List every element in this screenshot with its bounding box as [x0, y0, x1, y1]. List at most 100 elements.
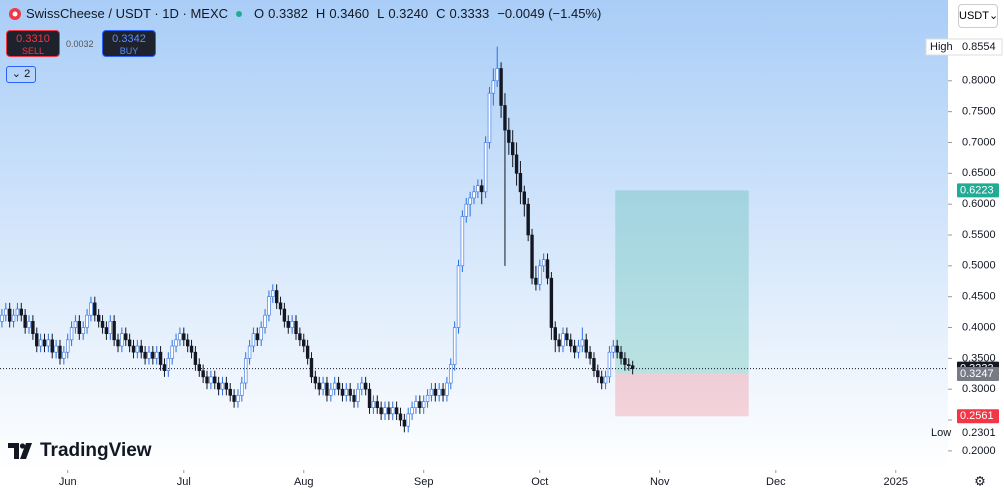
candle-body: [526, 203, 530, 236]
high-label: H: [315, 6, 326, 21]
candle-body: [418, 401, 422, 409]
high-box: [925, 38, 1003, 56]
price-tick-label: 0.5000: [962, 260, 996, 272]
candle-body: [383, 407, 387, 415]
candle-body: [151, 351, 155, 359]
candle-body: [120, 333, 124, 347]
candle-body: [286, 321, 290, 328]
price-tick-label: 0.4000: [962, 321, 996, 333]
candle-body: [35, 333, 39, 347]
stop-label: 0.2561: [960, 410, 994, 422]
candle-body: [50, 339, 54, 353]
candle-body: [305, 345, 310, 359]
candle-body: [487, 92, 492, 143]
candle-body: [213, 376, 217, 384]
candle-body: [325, 382, 329, 396]
candle-body: [108, 321, 112, 334]
candle-body: [541, 259, 546, 267]
currency-select[interactable]: USDT⌄: [958, 4, 998, 28]
status-dot: [236, 10, 243, 17]
brand-logo: [8, 443, 32, 459]
indicator-count: 2: [24, 68, 31, 80]
candle-body: [282, 308, 287, 322]
candle-body: [584, 339, 588, 353]
candle-body: [499, 68, 503, 106]
candle-body: [170, 345, 174, 359]
candle-body: [406, 413, 410, 427]
candle-body: [611, 345, 615, 353]
candle-body: [503, 105, 507, 131]
candle-body: [93, 302, 97, 316]
candle-body: [344, 388, 349, 396]
buy-button[interactable]: 0.3342 BUY: [102, 30, 156, 57]
candle-body: [4, 308, 8, 316]
time-tick-label: Jun: [59, 476, 77, 488]
sell-button[interactable]: 0.3310 SELL: [6, 30, 60, 57]
candle-body: [81, 327, 85, 334]
candle-body: [534, 277, 538, 285]
candle-body: [549, 277, 554, 328]
candle-body: [19, 308, 23, 316]
candle-body: [0, 314, 4, 322]
candle-body: [576, 345, 581, 353]
candle-body: [352, 395, 356, 402]
candle-body: [15, 308, 20, 316]
candle-body: [104, 327, 109, 334]
candle-body: [619, 351, 623, 359]
target-label-box: [957, 183, 999, 198]
candle-body: [23, 314, 27, 328]
price-tick-label: 0.7000: [962, 136, 996, 148]
candle-body: [236, 395, 240, 402]
settings-icon[interactable]: ⚙: [974, 473, 986, 488]
candle-body: [69, 327, 74, 341]
time-tick-label: Aug: [294, 476, 314, 488]
entry-label-box: [957, 366, 999, 381]
candle-body: [360, 382, 364, 390]
indicator-toggle[interactable]: ⌄ 2: [6, 66, 36, 83]
candle-body: [630, 365, 635, 369]
candle-body: [569, 339, 573, 347]
time-tick-label: Jul: [177, 476, 191, 488]
price-tick-label: 0.5500: [962, 229, 996, 241]
candle-body: [244, 358, 248, 384]
candle-body: [158, 351, 163, 365]
high-value: 0.8554: [962, 41, 996, 53]
candle-body: [251, 333, 256, 347]
candle-body: [112, 321, 116, 341]
high-value: 0.3460: [329, 6, 370, 21]
candle-body: [201, 370, 205, 378]
open-value: 0.3382: [268, 6, 308, 21]
candle-body: [42, 339, 47, 347]
candle-body: [402, 419, 407, 427]
candle-body: [565, 333, 569, 341]
price-tick-label: 0.6500: [962, 167, 996, 179]
candle-body: [274, 290, 279, 304]
currency: USDT: [959, 10, 989, 22]
candle-body: [348, 388, 352, 396]
candle-body: [155, 351, 159, 359]
candle-body: [232, 395, 236, 402]
candle-body: [518, 173, 523, 193]
close-label: C: [436, 6, 446, 21]
time-axis: [0, 470, 948, 494]
candle-body: [294, 321, 298, 334]
candle-body: [31, 321, 35, 334]
symbol-header: SwissCheese / USDT · 1D · MEXC O 0.3382 H…: [8, 6, 601, 21]
price-tick-label: 0.6000: [962, 198, 996, 210]
candle-body: [302, 339, 306, 347]
target-zone: [615, 190, 749, 374]
candle-body: [85, 314, 89, 328]
brand: TradingView: [8, 440, 152, 462]
candle-body: [228, 388, 232, 396]
candle-body: [278, 302, 283, 310]
candle-body: [197, 364, 201, 371]
candle-body: [394, 407, 399, 415]
symbol[interactable]: SwissCheese / USDT · 1D · MEXC: [26, 6, 229, 21]
candle-body: [460, 216, 465, 267]
stop-zone: [615, 373, 749, 417]
time-tick-label: Oct: [531, 476, 548, 488]
candle-body: [414, 401, 418, 409]
candle-body: [410, 407, 414, 415]
candle-body: [178, 333, 182, 341]
